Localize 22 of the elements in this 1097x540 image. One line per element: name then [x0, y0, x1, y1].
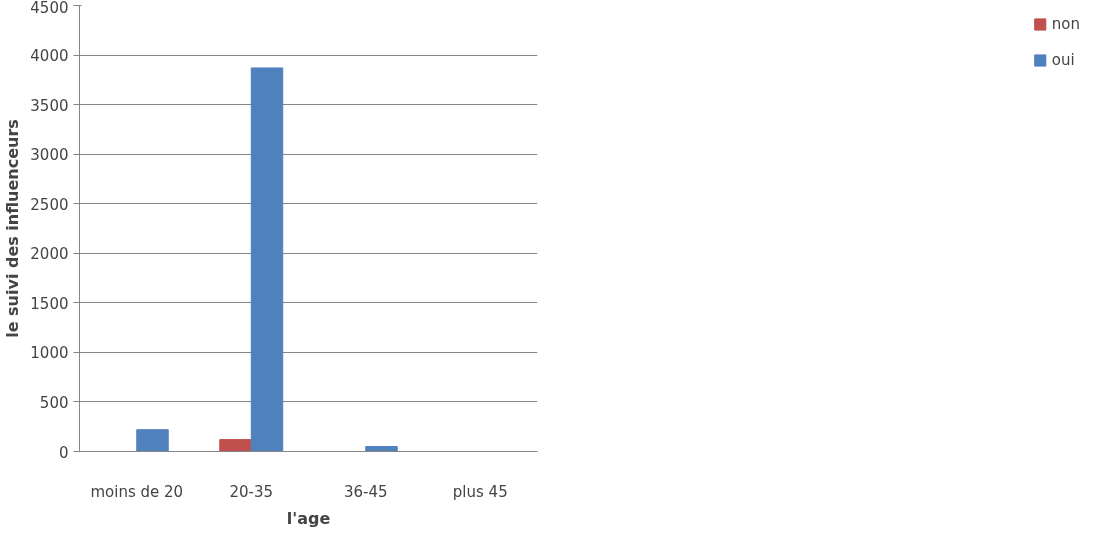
bar: [365, 446, 398, 452]
x-axis-title: l'age: [286, 508, 331, 528]
y-tick-label: 1500: [30, 294, 69, 313]
y-tick-label: 4000: [30, 47, 69, 66]
y-tick-label: 2000: [30, 245, 69, 264]
bar: [250, 67, 284, 452]
y-tick-label: 0: [58, 443, 69, 462]
y-tick-label: 4500: [30, 0, 69, 17]
x-tick-label: plus 45: [452, 482, 508, 501]
legend-label: non: [1051, 15, 1080, 33]
x-tick-label: 36-45: [343, 482, 388, 501]
y-axis-title: le suivi des influenceurs: [3, 119, 23, 338]
legend-label: oui: [1051, 51, 1075, 69]
y-tick-label: 500: [39, 393, 69, 412]
y-tick-label: 2500: [30, 195, 69, 214]
y-tick-label: 1000: [30, 344, 69, 363]
x-tick-label: moins de 20: [90, 482, 184, 501]
x-tick-label: 20-35: [229, 482, 274, 501]
bar: [219, 439, 252, 452]
bar: [136, 429, 169, 452]
y-tick-label: 3500: [30, 96, 69, 115]
y-tick-label: 3000: [30, 146, 69, 165]
